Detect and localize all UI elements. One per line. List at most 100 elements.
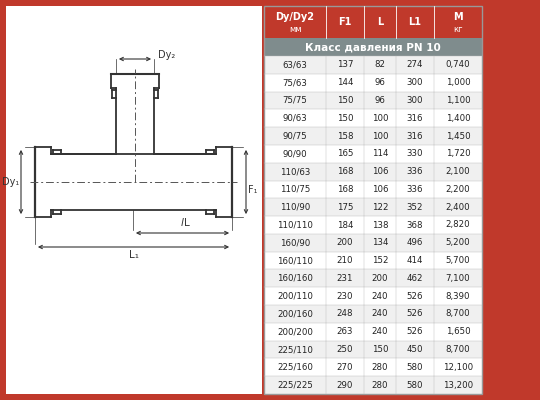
- Text: 160/160: 160/160: [277, 274, 313, 283]
- Text: 90/63: 90/63: [282, 114, 307, 123]
- Text: 316: 316: [407, 132, 423, 140]
- Text: 580: 580: [407, 363, 423, 372]
- Text: 75/63: 75/63: [282, 78, 307, 87]
- Text: l: l: [181, 218, 184, 228]
- Text: 8,390: 8,390: [446, 292, 470, 301]
- Text: L1: L1: [408, 17, 422, 27]
- Bar: [264, 234, 482, 252]
- Text: 12,100: 12,100: [443, 363, 473, 372]
- Text: 414: 414: [407, 256, 423, 265]
- Text: 8,700: 8,700: [446, 310, 470, 318]
- Bar: [264, 180, 482, 198]
- Text: 7,100: 7,100: [446, 274, 470, 283]
- Text: 5,200: 5,200: [446, 238, 470, 247]
- Text: 90/90: 90/90: [282, 149, 307, 158]
- Text: 106: 106: [372, 185, 388, 194]
- Text: 138: 138: [372, 220, 388, 230]
- Bar: [264, 74, 482, 92]
- Text: 2,200: 2,200: [446, 185, 470, 194]
- Text: 240: 240: [372, 327, 388, 336]
- Text: 158: 158: [337, 132, 353, 140]
- Text: 336: 336: [407, 167, 423, 176]
- Text: 100: 100: [372, 132, 388, 140]
- Text: 122: 122: [372, 203, 388, 212]
- Text: 165: 165: [337, 149, 353, 158]
- Text: 168: 168: [337, 185, 353, 194]
- Text: 82: 82: [375, 60, 386, 69]
- Text: 526: 526: [407, 327, 423, 336]
- Text: 1,000: 1,000: [446, 78, 470, 87]
- Text: 110/63: 110/63: [280, 167, 310, 176]
- Bar: [264, 56, 482, 74]
- Text: 110/110: 110/110: [277, 220, 313, 230]
- Text: 300: 300: [407, 96, 423, 105]
- Bar: [6, 6, 262, 394]
- Bar: [264, 163, 482, 180]
- Text: 1,720: 1,720: [446, 149, 470, 158]
- Text: 160/90: 160/90: [280, 238, 310, 247]
- Text: M: M: [453, 12, 463, 22]
- Text: 336: 336: [407, 185, 423, 194]
- Text: 280: 280: [372, 363, 388, 372]
- Text: 200: 200: [372, 274, 388, 283]
- Bar: [264, 38, 482, 56]
- Bar: [264, 6, 482, 394]
- Text: 248: 248: [337, 310, 353, 318]
- Text: 225/160: 225/160: [277, 363, 313, 372]
- Text: 137: 137: [337, 60, 353, 69]
- Text: 526: 526: [407, 292, 423, 301]
- Bar: [264, 252, 482, 270]
- Text: 352: 352: [407, 203, 423, 212]
- Text: 114: 114: [372, 149, 388, 158]
- Text: 580: 580: [407, 381, 423, 390]
- Text: 110/75: 110/75: [280, 185, 310, 194]
- Text: 290: 290: [337, 381, 353, 390]
- Text: 200/110: 200/110: [277, 292, 313, 301]
- Text: Класс давления PN 10: Класс давления PN 10: [305, 42, 441, 52]
- Text: 160/110: 160/110: [277, 256, 313, 265]
- Bar: [264, 127, 482, 145]
- Text: 240: 240: [372, 292, 388, 301]
- Text: 200/160: 200/160: [277, 310, 313, 318]
- Text: 300: 300: [407, 78, 423, 87]
- Text: 96: 96: [375, 78, 386, 87]
- Bar: [264, 6, 482, 394]
- Text: 184: 184: [337, 220, 353, 230]
- Text: 462: 462: [407, 274, 423, 283]
- Text: 2,820: 2,820: [446, 220, 470, 230]
- Bar: [264, 6, 482, 38]
- Text: 274: 274: [407, 60, 423, 69]
- Text: 152: 152: [372, 256, 388, 265]
- Text: 100: 100: [372, 114, 388, 123]
- Text: 96: 96: [375, 96, 386, 105]
- Text: 250: 250: [337, 345, 353, 354]
- Text: 110/90: 110/90: [280, 203, 310, 212]
- Text: 2,400: 2,400: [446, 203, 470, 212]
- Text: мм: мм: [289, 24, 301, 34]
- Text: L₁: L₁: [129, 250, 138, 260]
- Bar: [264, 270, 482, 287]
- Text: 0,740: 0,740: [446, 60, 470, 69]
- Text: 75/75: 75/75: [282, 96, 307, 105]
- Bar: [264, 323, 482, 341]
- Text: 150: 150: [372, 345, 388, 354]
- Text: 330: 330: [407, 149, 423, 158]
- Text: 1,650: 1,650: [446, 327, 470, 336]
- Text: L: L: [184, 218, 190, 228]
- Text: 210: 210: [337, 256, 353, 265]
- Text: F₁: F₁: [248, 185, 258, 195]
- Text: 526: 526: [407, 310, 423, 318]
- Text: 144: 144: [337, 78, 353, 87]
- Bar: [264, 109, 482, 127]
- Text: 2,100: 2,100: [446, 167, 470, 176]
- Bar: [264, 287, 482, 305]
- Text: 225/110: 225/110: [277, 345, 313, 354]
- Bar: [264, 376, 482, 394]
- Text: 280: 280: [372, 381, 388, 390]
- Bar: [264, 358, 482, 376]
- Text: 200: 200: [337, 238, 353, 247]
- Text: Dy₂: Dy₂: [158, 50, 176, 60]
- Text: 368: 368: [407, 220, 423, 230]
- Bar: [264, 216, 482, 234]
- Text: 90/75: 90/75: [282, 132, 307, 140]
